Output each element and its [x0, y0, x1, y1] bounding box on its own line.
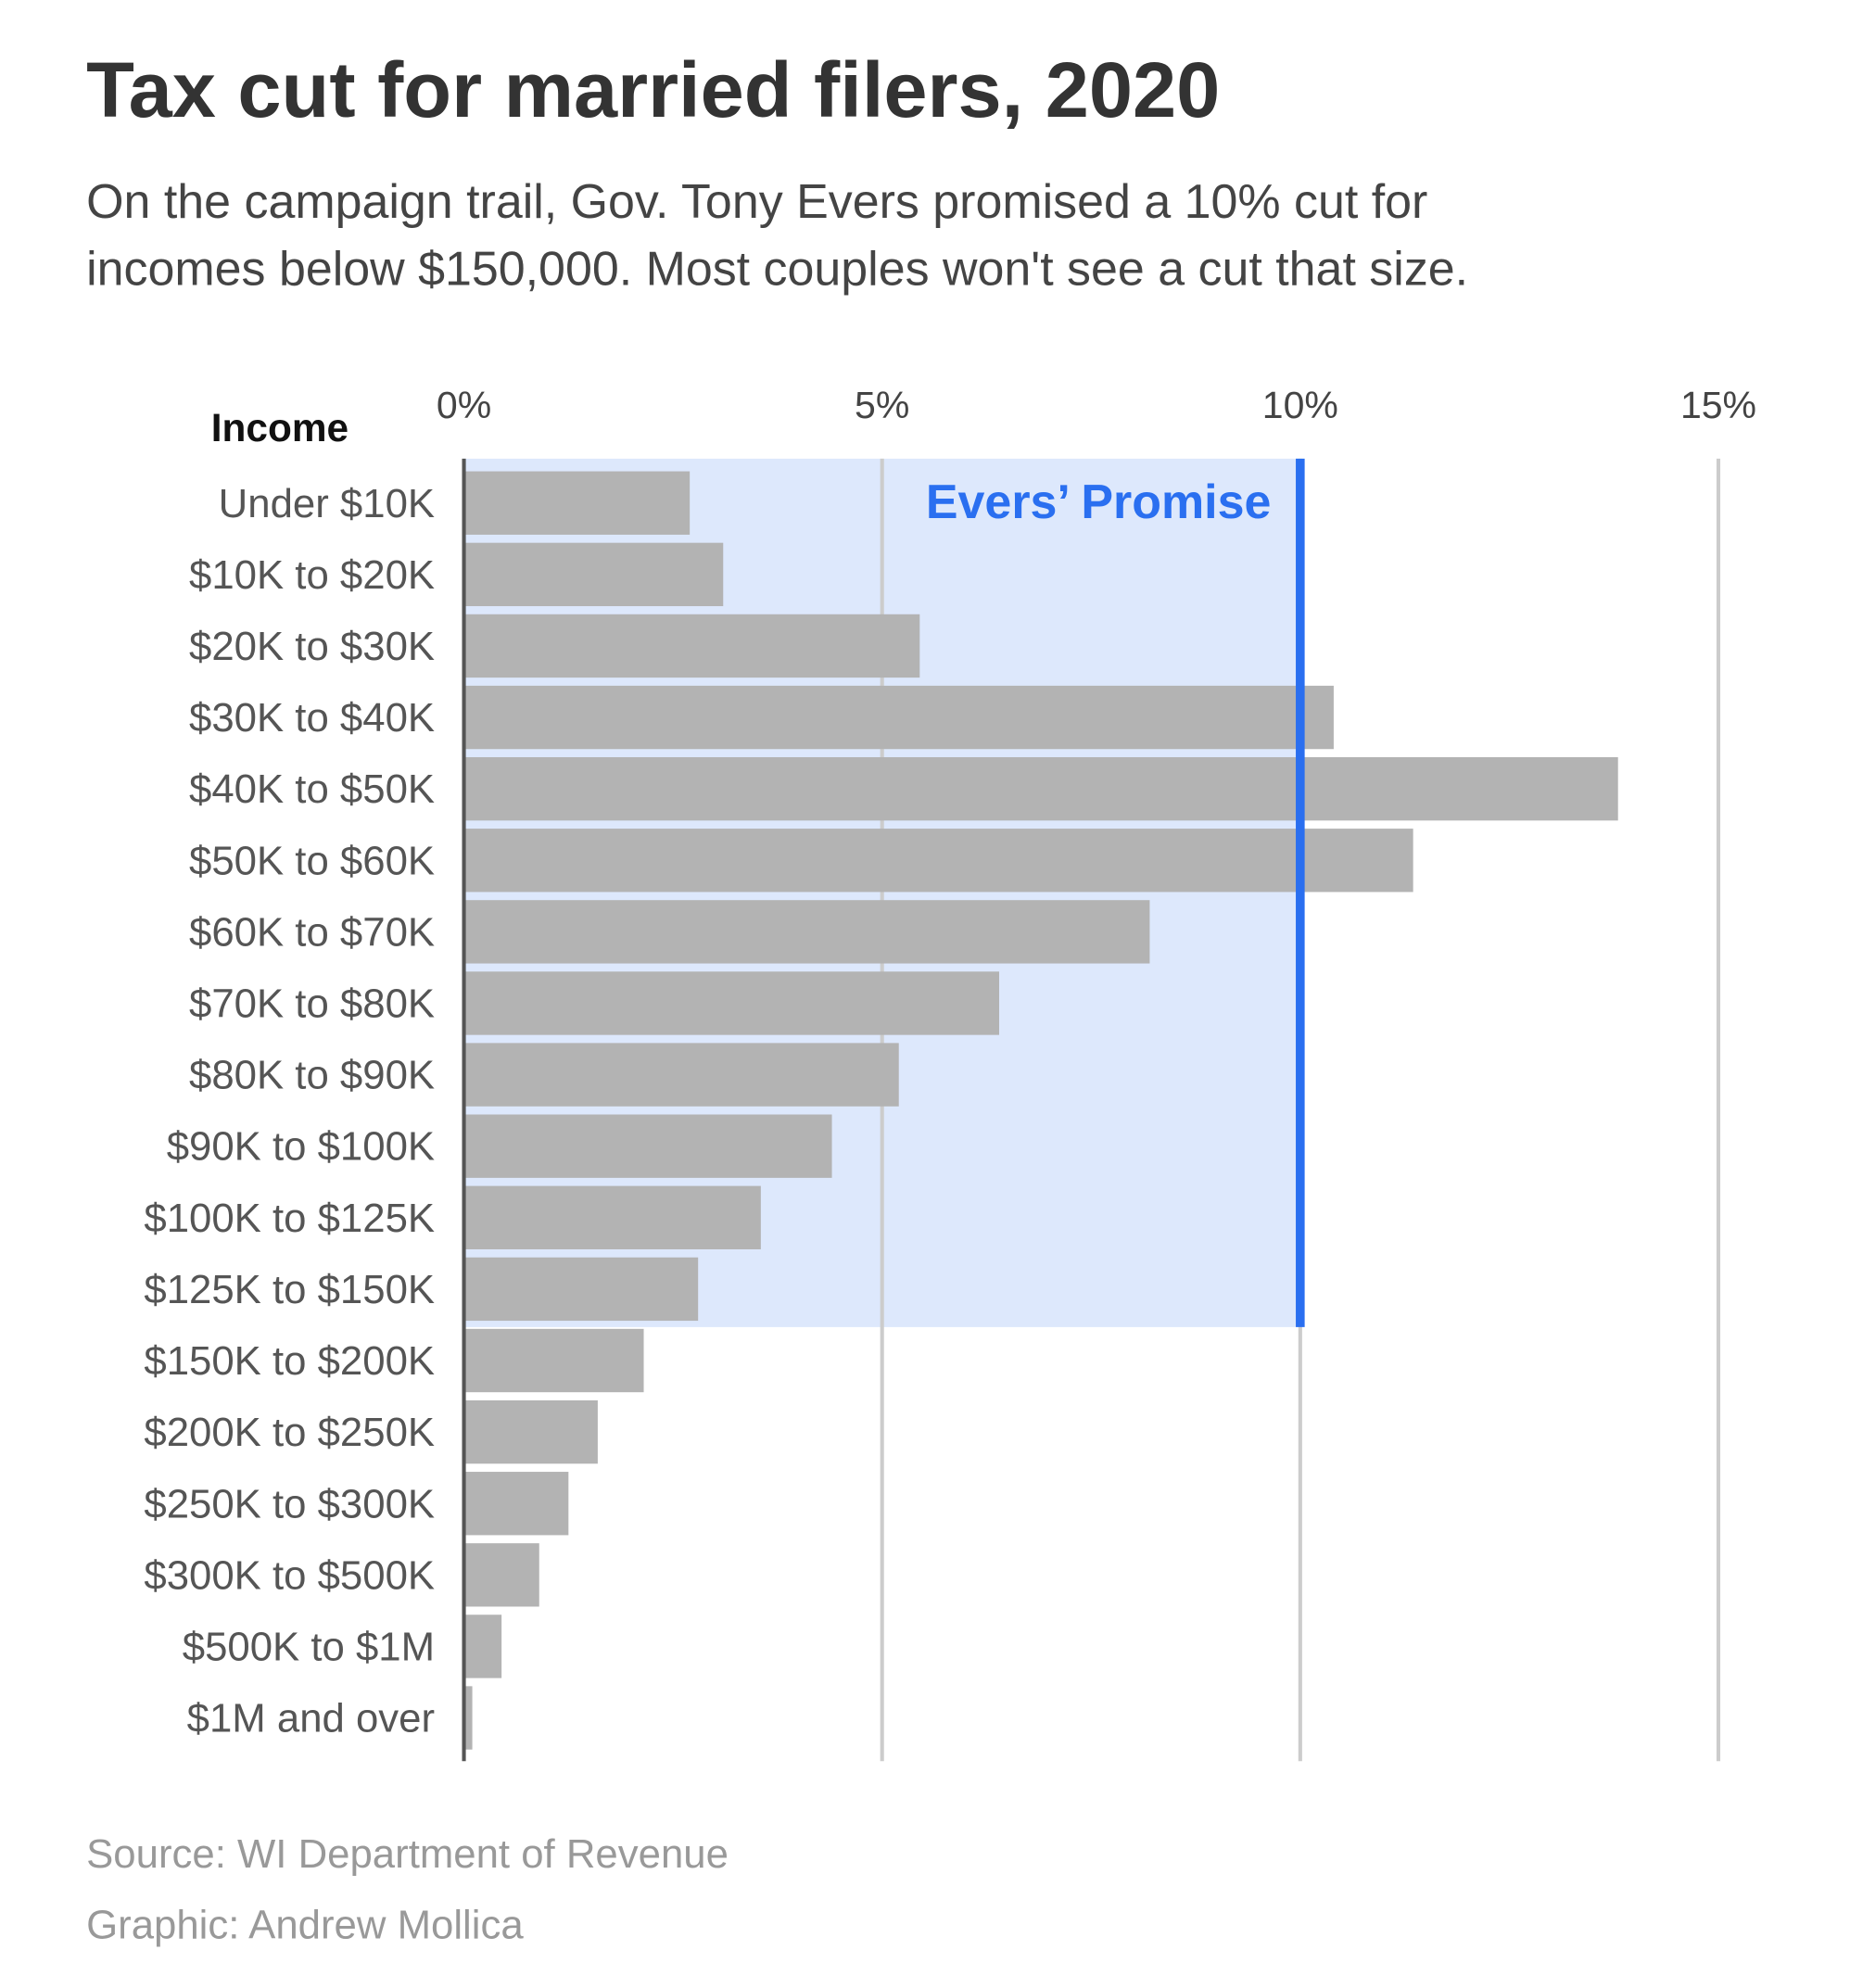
credit-note: Graphic: Andrew Mollica	[86, 1903, 524, 1948]
plot-area: 0% 5% 10% 15% Under $10K $10K to $20K $20K to …	[144, 384, 1756, 1762]
category-label: $90K to $100K	[167, 1124, 435, 1170]
x-tick-label: 15%	[1680, 384, 1756, 426]
x-tick-label: 5%	[855, 384, 909, 426]
bar	[463, 685, 1334, 750]
category-label: $60K to $70K	[189, 909, 435, 955]
bar	[463, 471, 691, 535]
category-label: $200K to $250K	[144, 1410, 435, 1455]
category-label: $150K to $200K	[144, 1338, 435, 1384]
bar	[463, 1686, 473, 1750]
category-label: $20K to $30K	[189, 624, 435, 669]
chart-title: Tax cut for married filers, 2020	[86, 45, 1220, 133]
bar	[463, 756, 1618, 821]
source-note: Source: WI Department of Revenue	[86, 1831, 729, 1877]
promise-label: Evers’ Promise	[926, 475, 1271, 529]
bar	[463, 1614, 502, 1678]
bar	[463, 1543, 539, 1607]
category-label: $70K to $80K	[189, 981, 435, 1027]
category-label: $50K to $60K	[189, 838, 435, 883]
category-label: $10K to $20K	[189, 552, 435, 598]
bar	[463, 1472, 569, 1536]
category-label: $80K to $90K	[189, 1053, 435, 1098]
category-label: $125K to $150K	[144, 1267, 435, 1312]
bar	[463, 829, 1413, 893]
bar	[463, 971, 1000, 1035]
category-label: $40K to $50K	[189, 766, 435, 812]
category-label: Under $10K	[219, 481, 435, 526]
bar	[463, 1043, 899, 1107]
category-label: $300K to $500K	[144, 1552, 435, 1598]
category-label: $1M and over	[187, 1696, 435, 1741]
category-label: $250K to $300K	[144, 1481, 435, 1526]
subtitle-line-2: incomes below $150,000. Most couples won…	[86, 243, 1468, 297]
bar	[463, 1185, 761, 1249]
category-label: $100K to $125K	[144, 1196, 435, 1241]
bar	[463, 1328, 644, 1393]
x-tick-label: 10%	[1262, 384, 1338, 426]
category-label: $500K to $1M	[183, 1624, 435, 1669]
bar	[463, 1399, 598, 1464]
bar	[463, 1257, 699, 1322]
bar	[463, 900, 1150, 964]
category-label: $30K to $40K	[189, 695, 435, 741]
subtitle-line-1: On the campaign trail, Gov. Tony Evers p…	[86, 175, 1427, 229]
bar	[463, 614, 920, 678]
bar	[463, 1114, 832, 1178]
category-header: Income	[211, 406, 349, 450]
x-tick-label: 0%	[437, 384, 491, 426]
bar	[463, 542, 724, 607]
